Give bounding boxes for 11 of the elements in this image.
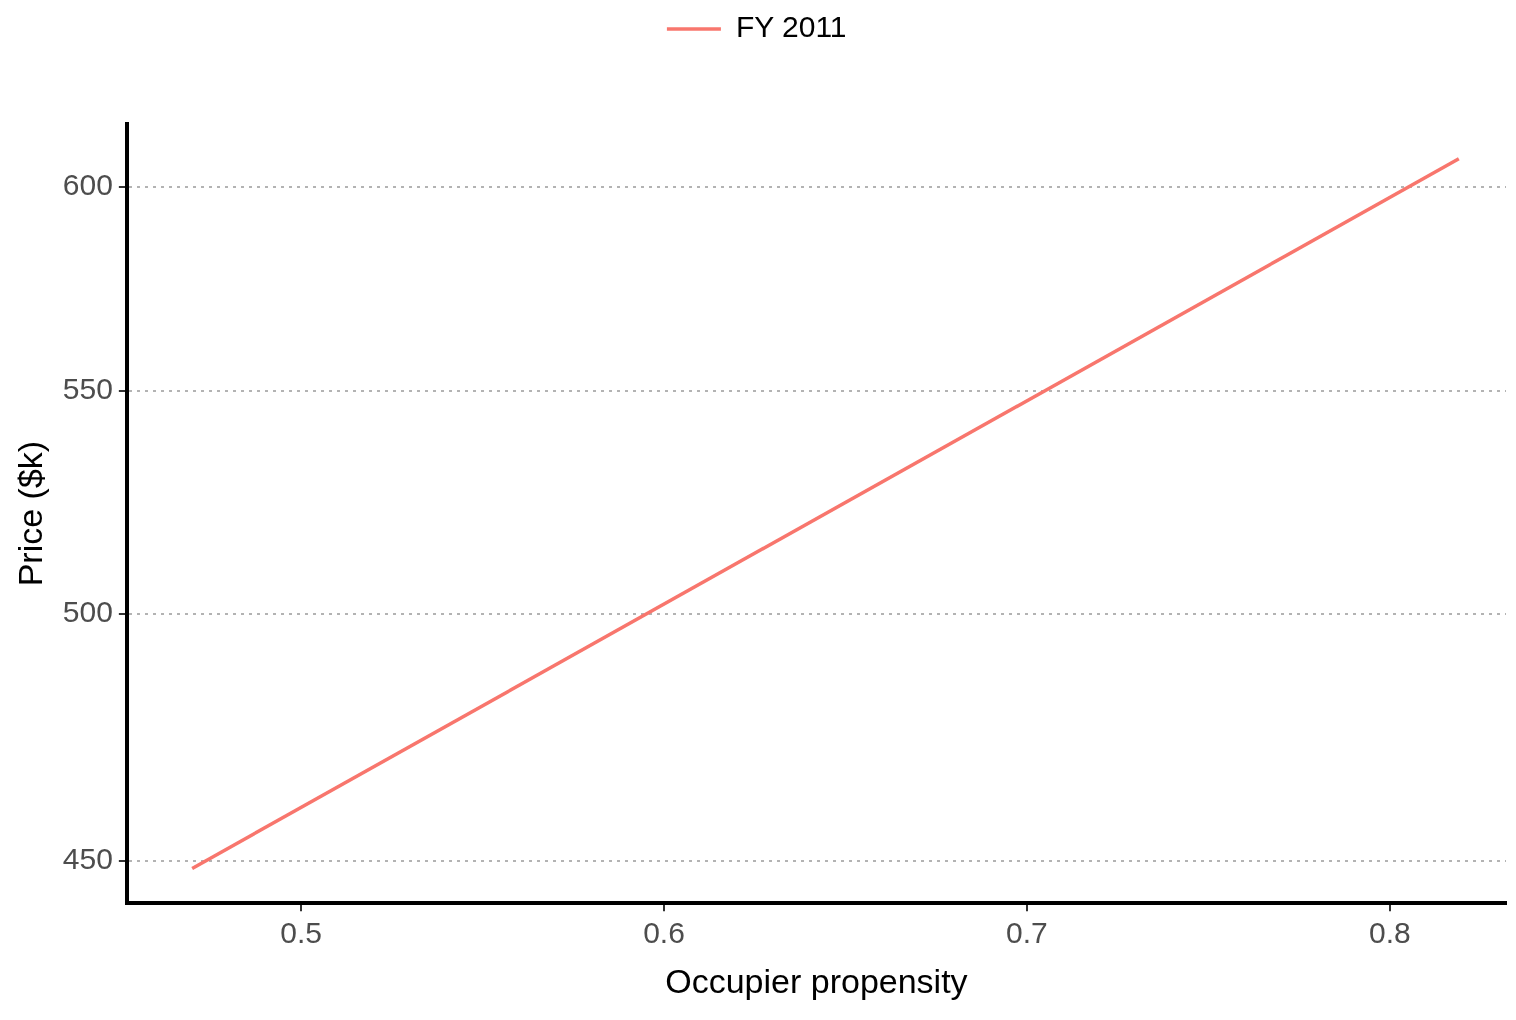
- y-tick-label: 550: [62, 372, 113, 406]
- x-tick-label: 0.8: [1369, 916, 1411, 950]
- x-tick-label: 0.7: [1006, 916, 1048, 950]
- y-tick-label: 600: [62, 168, 113, 202]
- x-tick-label: 0.5: [280, 916, 322, 950]
- legend-label: FY 2011: [735, 10, 847, 44]
- y-tick-label: 500: [62, 595, 113, 629]
- y-axis-title: Price ($k): [10, 440, 49, 587]
- x-axis-title: Occupier propensity: [665, 961, 968, 1000]
- x-tick-label: 0.6: [643, 916, 685, 950]
- y-tick-label: 450: [62, 841, 113, 875]
